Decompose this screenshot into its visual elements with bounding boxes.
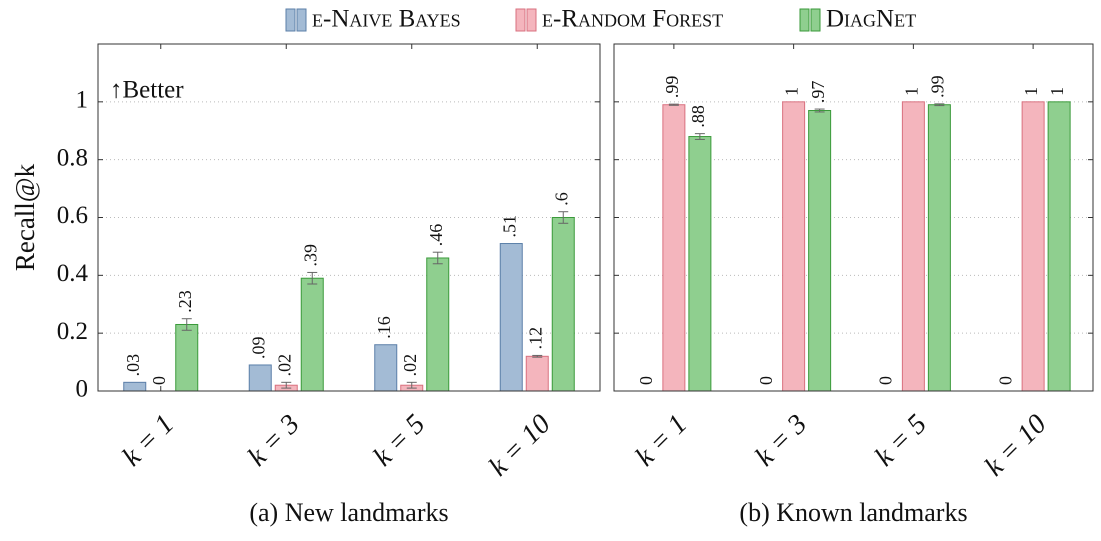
value-label: 0 — [995, 376, 1015, 385]
value-label: .16 — [374, 316, 394, 339]
annotation: ↑Better — [110, 77, 184, 104]
bar — [499, 243, 523, 392]
legend-swatch — [810, 8, 821, 32]
legend-label: DiagNet — [826, 6, 916, 33]
bar — [688, 136, 712, 392]
bar — [551, 217, 575, 392]
x-tick-label: k = 1 — [116, 409, 180, 473]
y-tick-label: 0.4 — [57, 260, 89, 287]
bar — [1021, 101, 1045, 392]
value-label: .39 — [300, 244, 320, 267]
value-label: 0 — [756, 376, 776, 385]
y-tick-label: 0.8 — [57, 144, 88, 171]
bar — [374, 344, 398, 392]
value-label: .51 — [499, 215, 519, 238]
bar — [927, 104, 951, 392]
plot-frame — [613, 43, 1094, 392]
value-label: 1 — [902, 87, 922, 96]
legend-label: e-Random Forest — [542, 6, 723, 33]
value-label: .12 — [525, 327, 545, 350]
bar — [248, 364, 272, 392]
legend-swatch — [526, 8, 537, 32]
bar — [1047, 101, 1071, 392]
x-tick-label: k = 10 — [483, 409, 557, 483]
value-label: 0 — [636, 376, 656, 385]
legend-swatch — [799, 8, 810, 32]
plot-frame — [97, 43, 601, 392]
x-tick-label: k = 3 — [749, 409, 813, 473]
value-label: .02 — [274, 354, 294, 377]
value-label: .97 — [808, 81, 828, 104]
value-label: 0 — [149, 376, 169, 385]
value-label: .6 — [551, 192, 571, 206]
bar — [901, 101, 925, 392]
value-label: .09 — [248, 336, 268, 359]
subplot-title: (a) New landmarks — [249, 498, 448, 527]
bar — [662, 104, 686, 392]
legend-swatch — [285, 8, 296, 32]
x-tick-label: k = 1 — [629, 409, 693, 473]
y-tick-label: 0.2 — [57, 318, 88, 345]
legend-swatch — [296, 8, 307, 32]
value-label: .99 — [928, 75, 948, 98]
bar — [782, 101, 806, 392]
value-label: 1 — [1021, 87, 1041, 96]
value-label: .88 — [688, 105, 708, 128]
subplot-title: (b) Known landmarks — [739, 498, 967, 527]
x-tick-label: k = 10 — [979, 409, 1053, 483]
value-label: .99 — [662, 76, 682, 99]
value-label: .46 — [426, 224, 446, 247]
legend-swatch — [515, 8, 526, 32]
x-tick-label: k = 3 — [242, 409, 306, 473]
value-label: .23 — [175, 290, 195, 313]
y-tick-label: 0.6 — [57, 202, 88, 229]
legend-label: e-Naive Bayes — [312, 6, 461, 33]
bar — [123, 381, 147, 392]
value-label: 1 — [1047, 87, 1067, 96]
y-axis-label: Recall@k — [10, 163, 40, 271]
x-tick-label: k = 5 — [367, 409, 431, 473]
bar — [175, 323, 199, 392]
x-tick-label: k = 5 — [869, 409, 933, 473]
bar — [300, 277, 324, 392]
bar — [426, 257, 450, 392]
bar — [525, 355, 549, 392]
value-label: .03 — [123, 354, 143, 377]
bar — [808, 110, 832, 392]
y-tick-label: 1 — [76, 87, 89, 114]
value-label: 1 — [782, 87, 802, 96]
y-tick-label: 0 — [76, 376, 89, 403]
value-label: 0 — [876, 376, 896, 385]
value-label: .02 — [400, 354, 420, 377]
